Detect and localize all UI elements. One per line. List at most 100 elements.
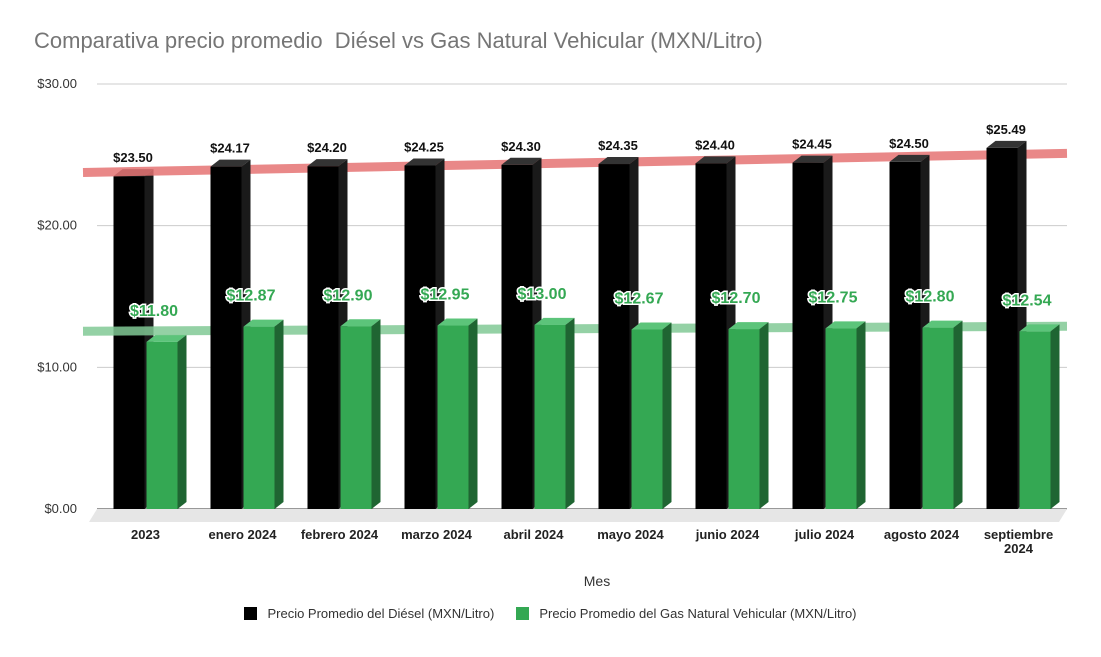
x-tick-label: junio 2024: [695, 527, 760, 542]
bar-gnv: [243, 319, 284, 509]
chart-floor: [89, 509, 1067, 522]
bar-gnv-front: [922, 327, 954, 509]
data-label-diesel: $25.49: [986, 122, 1026, 137]
bar-gnv-side: [274, 319, 284, 509]
data-label-gnv: $12.67: [615, 291, 664, 308]
y-tick-label: $10.00: [37, 359, 77, 374]
x-tick-label: agosto 2024: [884, 527, 960, 542]
bar-gnv: [1019, 324, 1060, 509]
bar-gnv-front: [631, 329, 663, 509]
bar-gnv-top: [728, 322, 769, 330]
data-label-diesel: $24.30: [501, 139, 541, 154]
data-label-gnv: $12.87: [227, 288, 276, 305]
data-label-gnv: $12.75: [809, 289, 858, 306]
x-tick-label: marzo 2024: [401, 527, 473, 542]
bar-gnv-side: [662, 322, 672, 509]
bar-gnv-top: [825, 321, 866, 329]
bar-gnv-top: [437, 318, 478, 326]
legend-label-diesel: Precio Promedio del Diésel (MXN/Litro): [267, 606, 495, 621]
bar-diesel: [113, 169, 154, 510]
y-tick-label: $0.00: [44, 501, 77, 516]
bar-gnv: [146, 334, 187, 509]
bar-gnv-front: [437, 325, 469, 509]
bar-gnv-front: [146, 341, 178, 509]
bar-diesel-top: [307, 159, 348, 167]
bar-gnv-side: [468, 318, 478, 509]
bar-gnv-side: [759, 322, 769, 509]
bar-diesel: [501, 157, 542, 509]
y-tick-label: $20.00: [37, 218, 77, 233]
x-tick-label: enero 2024: [209, 527, 278, 542]
chart-title: Comparativa precio promedio Diésel vs Ga…: [34, 28, 763, 53]
data-label-gnv: $12.70: [712, 290, 761, 307]
bar-diesel-front: [307, 166, 339, 509]
x-tick-label: 2023: [131, 527, 160, 542]
bar-diesel-front: [889, 161, 921, 509]
bar-diesel-top: [210, 159, 251, 167]
bar-diesel-front: [695, 163, 727, 510]
bar-diesel-front: [113, 176, 145, 510]
x-tick-label: abril 2024: [504, 527, 565, 542]
bar-diesel-top: [695, 156, 736, 164]
bar-gnv-front: [728, 329, 760, 509]
data-label-diesel: $24.40: [695, 137, 735, 152]
legend-item-diesel[interactable]: Precio Promedio del Diésel (MXN/Litro): [244, 606, 494, 621]
bar-diesel-front: [986, 147, 1018, 509]
bar-diesel-front: [792, 162, 824, 509]
x-tick-label: 2024: [1004, 541, 1034, 556]
bar-diesel-front: [598, 164, 630, 509]
bar-diesel-top: [501, 157, 542, 165]
x-tick-label: mayo 2024: [597, 527, 664, 542]
bar-gnv: [340, 319, 381, 509]
bar-diesel-top: [404, 158, 445, 166]
bar-gnv-top: [534, 317, 575, 325]
bar-gnv-front: [534, 324, 566, 509]
bar-gnv-front: [243, 326, 275, 509]
data-label-gnv: $12.95: [421, 287, 470, 304]
bar-gnv: [437, 318, 478, 509]
data-label-gnv: $12.54: [1003, 292, 1052, 309]
bar-diesel-front: [501, 164, 533, 509]
data-label-diesel: $24.25: [404, 139, 444, 154]
bar-gnv: [922, 320, 963, 509]
data-label-diesel: $24.45: [792, 137, 832, 152]
bar-gnv-side: [177, 334, 187, 509]
data-label-gnv: $12.90: [324, 287, 373, 304]
bar-gnv-front: [1019, 331, 1051, 509]
bar-diesel-top: [792, 155, 833, 163]
bar-gnv-top: [1019, 324, 1060, 332]
bar-diesel-top: [889, 154, 930, 162]
bar-gnv-top: [340, 319, 381, 327]
bar-diesel-top: [986, 140, 1027, 148]
legend-item-gnv[interactable]: Precio Promedio del Gas Natural Vehicula…: [516, 606, 857, 621]
legend-swatch-diesel: [244, 607, 258, 620]
data-label-gnv: $13.00: [518, 286, 567, 303]
data-label-diesel: $24.50: [889, 136, 929, 151]
x-tick-label: julio 2024: [794, 527, 855, 542]
bar-diesel-front: [210, 166, 242, 509]
x-tick-label: septiembre: [984, 527, 1053, 542]
bar-diesel-top: [598, 157, 639, 165]
x-tick-label: febrero 2024: [301, 527, 379, 542]
data-label-diesel: $23.50: [113, 150, 153, 165]
chart-plot: $0.00 $10.00 $20.00 $30.00 $23.50 $11.80 2023 $…: [37, 76, 1068, 589]
data-label-diesel: $24.20: [307, 140, 347, 155]
bar-gnv-side: [371, 319, 381, 509]
bar-gnv: [825, 321, 866, 509]
data-label-gnv: $12.80: [906, 289, 955, 306]
y-tick-label: $30.00: [37, 76, 77, 91]
bar-gnv: [534, 317, 575, 509]
data-label-diesel: $24.35: [598, 138, 638, 153]
legend: Precio Promedio del Diésel (MXN/Litro) P…: [0, 606, 1101, 621]
legend-label-gnv: Precio Promedio del Gas Natural Vehicula…: [539, 606, 857, 621]
bar-gnv-side: [856, 321, 866, 509]
bar-gnv-top: [243, 319, 284, 327]
bar-gnv-side: [953, 320, 963, 509]
bar-gnv-front: [825, 328, 857, 509]
bar-gnv: [728, 322, 769, 509]
bar-diesel-front: [404, 165, 436, 510]
legend-swatch-gnv: [516, 607, 530, 620]
bar-gnv-front: [340, 326, 372, 509]
x-axis-title: Mes: [584, 573, 610, 589]
bar-gnv-side: [1050, 324, 1060, 509]
